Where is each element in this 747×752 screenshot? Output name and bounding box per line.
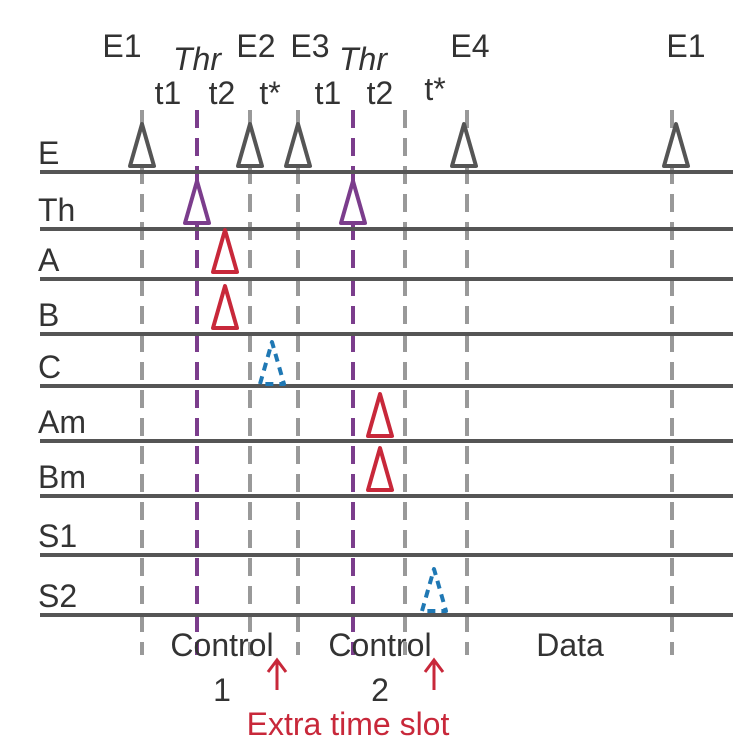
triangle — [450, 122, 478, 168]
interval-label: t* — [259, 75, 280, 111]
row-label: E — [38, 135, 59, 171]
interval-label: t2 — [209, 75, 236, 111]
guides — [140, 110, 674, 655]
arrow — [266, 657, 288, 690]
segment-number: 2 — [371, 672, 389, 708]
interval-label: t1 — [155, 75, 182, 111]
labels: E Th ABC Am Bm S1 S2 E1 Thr E2 E3 Thr E4 E1 t1 t2 t* t1 t2… — [38, 28, 706, 742]
segment-name: Data — [536, 627, 604, 663]
triangle — [339, 179, 367, 225]
row-label: S1 — [38, 518, 77, 554]
segment-name: Control — [328, 627, 431, 663]
event-label: E4 — [450, 28, 489, 64]
event-label: E3 — [290, 28, 329, 64]
event-label: E1 — [666, 28, 705, 64]
event-label: E1 — [102, 28, 141, 64]
triangle — [366, 446, 394, 492]
triangle — [211, 228, 239, 274]
triangle — [420, 567, 448, 613]
segment-number: 1 — [213, 672, 231, 708]
arrows — [266, 657, 445, 690]
interval-label: t1 — [315, 75, 342, 111]
row-label: Th — [38, 192, 75, 228]
event-label: E2 — [236, 28, 275, 64]
triangle — [662, 122, 690, 168]
triangles — [128, 122, 690, 613]
row-label: C — [38, 349, 61, 385]
triangle — [258, 340, 286, 386]
annotation: Extra time slot — [247, 706, 450, 742]
interval-label: t* — [424, 71, 445, 107]
triangle — [183, 179, 211, 225]
triangle — [211, 284, 239, 330]
row-label: Am — [38, 404, 86, 440]
triangle — [284, 122, 312, 168]
segment-name: Control — [170, 627, 273, 663]
row-label: S2 — [38, 578, 77, 614]
event-label: Thr — [173, 41, 222, 77]
row-label: Bm — [38, 459, 86, 495]
arrow — [423, 657, 445, 690]
event-label: Thr — [339, 41, 388, 77]
interval-label: t2 — [367, 75, 394, 111]
row-label: A — [38, 242, 60, 278]
row-label: B — [38, 297, 59, 333]
triangle — [236, 122, 264, 168]
triangle — [128, 122, 156, 168]
triangle — [366, 392, 394, 438]
row-lines — [40, 170, 733, 617]
